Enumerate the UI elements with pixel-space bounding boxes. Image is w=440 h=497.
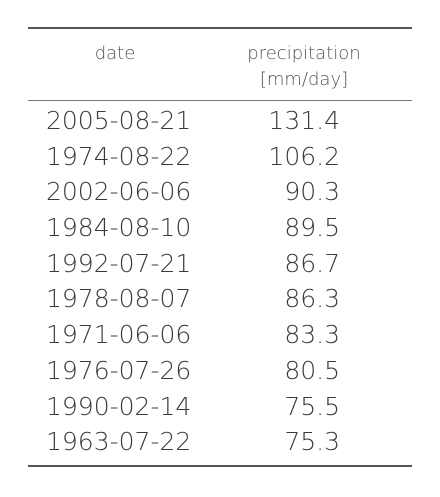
top-rule: [28, 27, 412, 29]
precipitation-cell: 106.2: [268, 141, 340, 171]
header-rule: [28, 100, 412, 101]
header-date: date: [94, 43, 136, 64]
table-row: 1971-06-06 83.3: [28, 317, 412, 353]
precipitation-cell: 86.7: [284, 248, 340, 278]
date-cell: 1984-08-10: [46, 213, 192, 243]
table-row: 1976-07-26 80.5: [28, 353, 412, 389]
date-cell: 1976-07-26: [46, 355, 192, 385]
precipitation-cell: 80.5: [284, 355, 340, 385]
table-row: 2005-08-21 131.4: [28, 103, 412, 139]
precipitation-cell: 131.4: [268, 106, 340, 135]
header-precipitation-label: precipitation: [247, 43, 361, 64]
table-row: 1992-07-21 86.7: [28, 246, 412, 282]
date-cell: 1992-07-21: [46, 248, 192, 278]
table-row: 1963-07-22 75.3: [28, 424, 412, 460]
date-cell: 2002-06-06: [46, 177, 192, 207]
table-row: 1978-08-07 86.3: [28, 281, 412, 317]
precipitation-cell: 90.3: [284, 177, 340, 207]
date-cell: 1974-08-22: [46, 141, 192, 171]
precipitation-cell: 89.5: [284, 213, 340, 243]
precipitation-cell: 75.5: [284, 391, 340, 421]
date-cell: 2005-08-21: [46, 106, 192, 135]
date-cell: 1971-06-06: [46, 320, 192, 350]
bottom-rule: [28, 465, 412, 467]
precipitation-cell: 83.3: [284, 320, 340, 350]
precipitation-cell: 86.3: [284, 284, 340, 314]
table-row: 1984-08-10 89.5: [28, 210, 412, 246]
table-row: 1974-08-22 106.2: [28, 139, 412, 175]
table-row: 2002-06-06 90.3: [28, 174, 412, 210]
date-cell: 1978-08-07: [46, 284, 192, 314]
date-cell: 1963-07-22: [46, 427, 192, 457]
date-cell: 1990-02-14: [46, 391, 192, 421]
header-precipitation: precipitation [mm/day]: [236, 41, 372, 93]
table-body: 2005-08-21 131.4 1974-08-22 106.2 2002-0…: [28, 103, 412, 460]
table-row: 1990-02-14 75.5: [28, 389, 412, 425]
header-precipitation-unit: [mm/day]: [259, 69, 349, 90]
precipitation-cell: 75.3: [284, 427, 340, 457]
